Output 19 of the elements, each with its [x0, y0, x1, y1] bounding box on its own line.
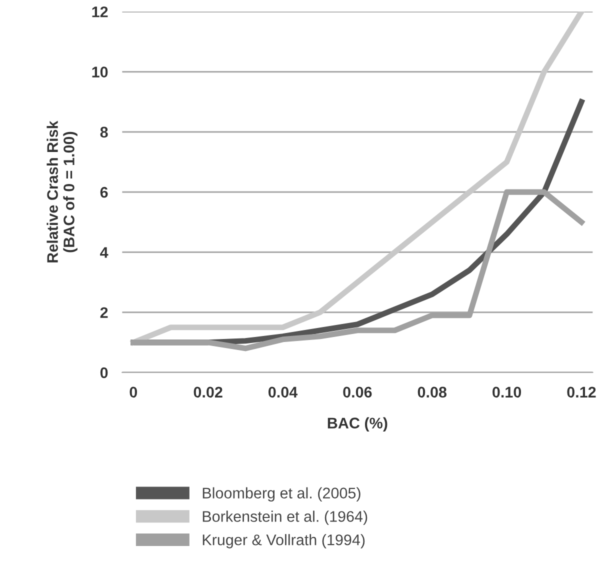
- x-tick-label: 0.12: [567, 386, 596, 398]
- x-tick-label: 0.02: [194, 386, 222, 398]
- legend-label: Borkenstein et al. (1964): [202, 510, 368, 525]
- y-tick-label: 8: [100, 126, 108, 138]
- x-tick-label: 0.08: [418, 386, 447, 398]
- x-tick-label: 0: [130, 386, 138, 398]
- y-axis-title: Relative Crash Risk (BAC of 0 = 1.00): [46, 120, 78, 262]
- y-tick-label: 4: [100, 247, 108, 258]
- legend-label: Bloomberg et al. (2005): [202, 487, 360, 502]
- y-tick-label: 12: [92, 6, 108, 18]
- legend-label: Kruger & Vollrath (1994): [202, 534, 365, 548]
- x-tick-label: 0.04: [268, 386, 298, 398]
- y-tick-label: 10: [92, 66, 108, 78]
- x-tick-label: 0.06: [343, 386, 372, 398]
- y-tick-label: 6: [100, 186, 108, 198]
- y-tick-label: 2: [100, 307, 108, 318]
- y-tick-label: 0: [100, 367, 108, 378]
- x-tick-label: 0.10: [492, 386, 522, 398]
- x-axis-title: BAC (%): [328, 417, 388, 432]
